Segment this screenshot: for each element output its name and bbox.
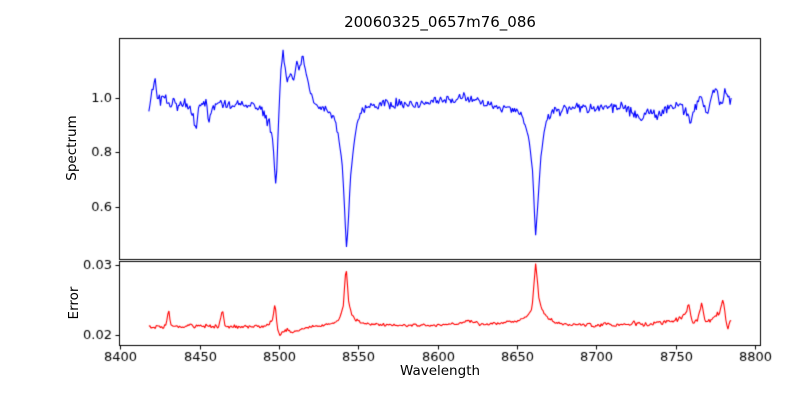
error-y-axis-label: Error [66,286,82,320]
x-axis-label: Wavelength [399,363,481,379]
plot-title: 20060325_0657m76_086 [344,13,536,31]
spectrum-y-axis-label: Spectrum [64,115,80,181]
